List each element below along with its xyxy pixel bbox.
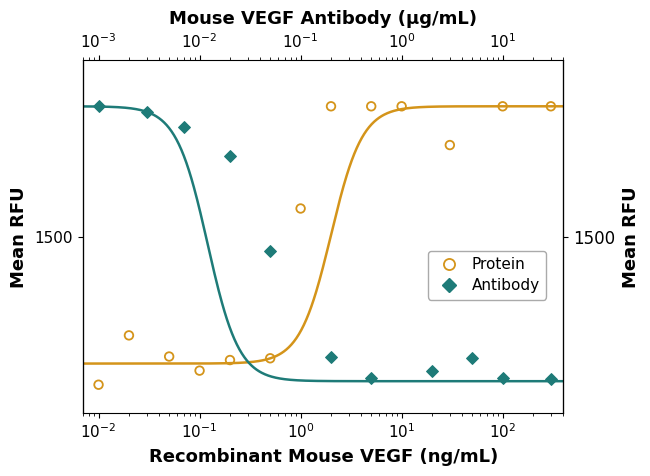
Point [94,102,104,110]
Point [326,102,336,110]
Point [194,367,205,375]
Point [40,102,51,110]
Point [545,376,556,383]
Point [142,108,152,115]
Point [225,356,235,364]
Point [164,353,174,360]
Point [396,102,407,110]
Point [497,102,508,110]
Y-axis label: Mean RFU: Mean RFU [622,186,640,288]
Point [427,367,437,375]
Point [225,152,235,159]
Point [265,355,276,362]
X-axis label: Mouse VEGF Antibody (μg/mL): Mouse VEGF Antibody (μg/mL) [169,10,477,28]
Point [295,205,306,212]
Point [326,353,336,360]
Point [545,102,556,110]
Point [445,141,455,149]
Point [366,102,376,110]
Y-axis label: Mean RFU: Mean RFU [10,186,28,288]
X-axis label: Recombinant Mouse VEGF (ng/mL): Recombinant Mouse VEGF (ng/mL) [149,448,498,466]
Point [497,374,508,381]
Point [179,124,189,131]
Point [94,381,104,388]
Point [467,355,478,362]
Point [265,247,276,255]
Legend: Protein, Antibody: Protein, Antibody [428,251,546,299]
Point [366,374,376,381]
Point [124,332,134,339]
